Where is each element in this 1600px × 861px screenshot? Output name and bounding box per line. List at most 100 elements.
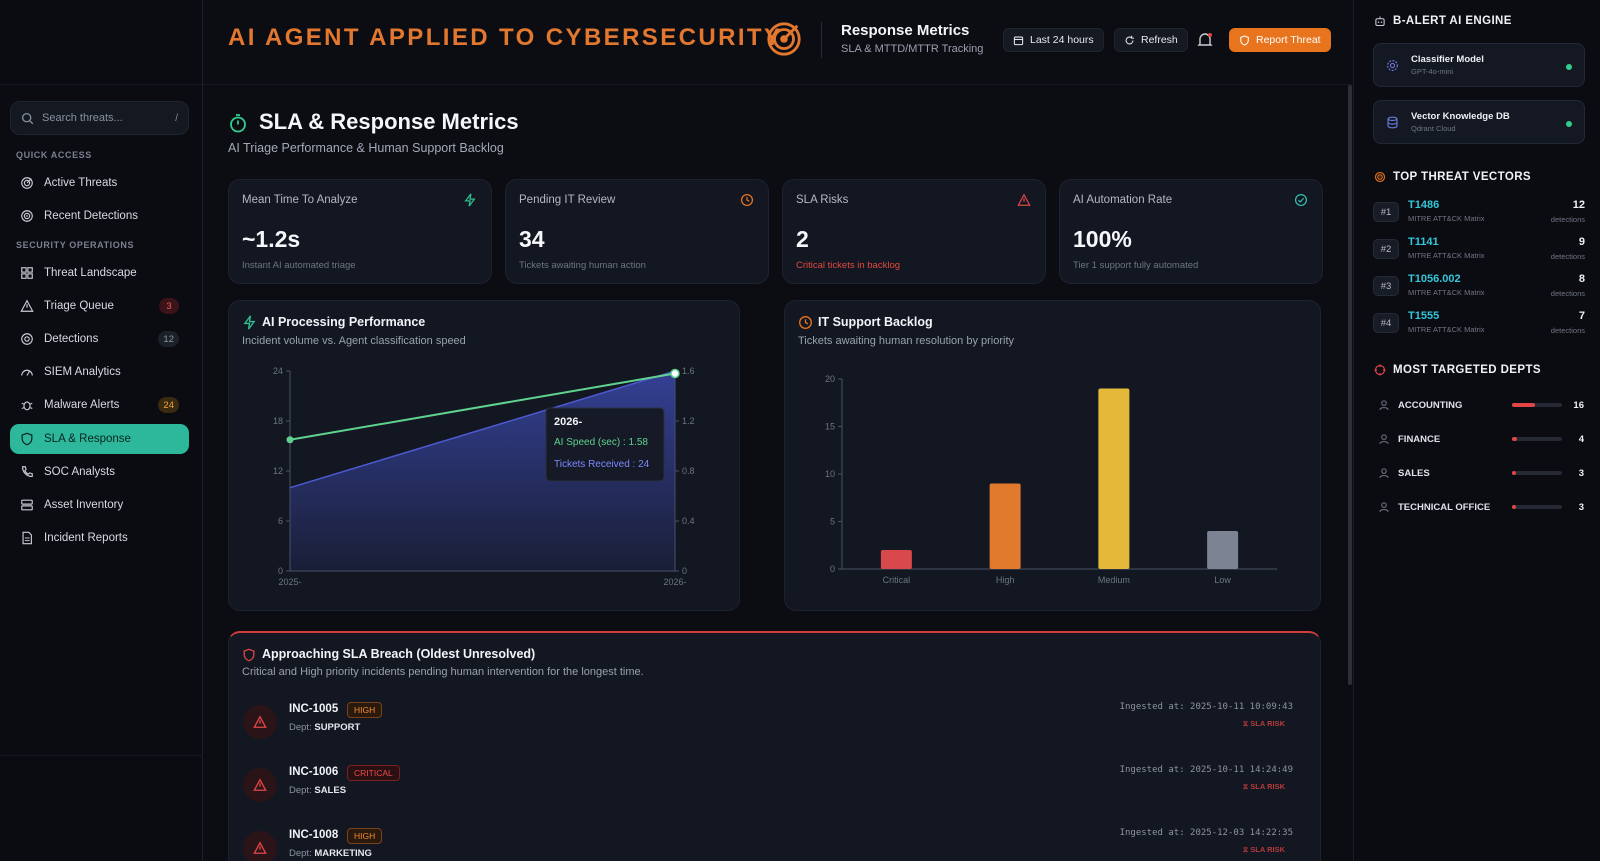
page-title: SLA & Response Metrics xyxy=(259,109,519,134)
incident-row[interactable]: INC-1005 HIGH Dept: SUPPORT Ingested at:… xyxy=(243,701,1293,751)
speed-point xyxy=(670,368,680,379)
document-icon xyxy=(22,531,32,545)
sidebar-item-label: SLA & Response xyxy=(44,433,131,445)
x-tick-label: High xyxy=(996,575,1015,585)
y-tick-label-left: 12 xyxy=(273,466,283,476)
engine-name: Classifier Model xyxy=(1411,54,1484,65)
kpi-subtext: Tier 1 support fully automated xyxy=(1073,260,1199,271)
target-icon xyxy=(1374,171,1386,183)
sidebar-item-threat-landscape[interactable]: Threat Landscape xyxy=(10,258,189,288)
gauge-icon xyxy=(21,369,33,376)
server-icon xyxy=(21,499,33,511)
sidebar: Search threats... / QUICK ACCESS Active … xyxy=(0,0,203,861)
dept-count: 3 xyxy=(1578,467,1584,479)
target-icon xyxy=(1374,364,1386,376)
threat-vector-row[interactable]: #2 T1141 MITRE ATT&CK Matrix 9 detection… xyxy=(1373,236,1585,268)
incident-row[interactable]: INC-1008 HIGH Dept: MARKETING Ingested a… xyxy=(243,827,1293,861)
warning-icon xyxy=(243,831,277,861)
sidebar-item-siem-analytics[interactable]: SIEM Analytics xyxy=(10,357,189,387)
backlog-panel-title: IT Support Backlog xyxy=(818,315,933,329)
vector-count: 8 xyxy=(1578,273,1585,285)
dept-row[interactable]: ACCOUNTING 16 xyxy=(1378,395,1584,415)
dept-row[interactable]: FINANCE 4 xyxy=(1378,429,1584,449)
clock-icon xyxy=(740,193,754,207)
ingested-value: 2025-10-11 10:09:43 xyxy=(1190,702,1293,712)
refresh-button[interactable]: Refresh xyxy=(1114,28,1188,52)
bell-icon[interactable] xyxy=(1196,31,1214,49)
engine-card-vector-db[interactable]: Vector Knowledge DB Qdrant Cloud xyxy=(1373,100,1585,144)
sidebar-item-label: Incident Reports xyxy=(44,532,128,544)
target-icon xyxy=(21,333,33,345)
report-threat-button[interactable]: Report Threat xyxy=(1229,28,1331,52)
kpi-label: Mean Time To Analyze xyxy=(242,194,358,206)
warning-icon xyxy=(1017,193,1031,206)
check-circle-icon xyxy=(1294,193,1308,207)
sidebar-item-label: SOC Analysts xyxy=(44,466,115,478)
threat-vector-row[interactable]: #3 T1056.002 MITRE ATT&CK Matrix 8 detec… xyxy=(1373,273,1585,305)
ingested-time: Ingested at: 2025-10-11 10:09:43 xyxy=(1120,702,1293,712)
ingested-value: 2025-10-11 14:24:49 xyxy=(1190,765,1293,775)
sidebar-item-active-threats[interactable]: Active Threats xyxy=(10,168,189,198)
tooltip-speed: AI Speed (sec) : 1.58 xyxy=(554,437,648,448)
sla-risk-label: ⧖ SLA RISK xyxy=(1242,719,1285,728)
dept-name: SALES xyxy=(1398,467,1430,479)
bolt-icon xyxy=(243,315,256,330)
engine-title: B-ALERT AI ENGINE xyxy=(1393,15,1512,27)
dept-row[interactable]: TECHNICAL OFFICE 3 xyxy=(1378,497,1584,517)
sla-risk-label: ⧖ SLA RISK xyxy=(1242,845,1285,854)
sidebar-item-sla-response[interactable]: SLA & Response xyxy=(10,424,189,454)
engine-sub: Qdrant Cloud xyxy=(1411,124,1456,133)
shield-icon xyxy=(1240,34,1249,46)
y-tick-label: 10 xyxy=(825,469,835,479)
dept-row[interactable]: SALES 3 xyxy=(1378,463,1584,483)
sidebar-item-detections[interactable]: Detections 12 xyxy=(10,324,189,354)
kpi-label: SLA Risks xyxy=(796,194,849,206)
y-tick-label-left: 24 xyxy=(273,366,283,376)
status-online-dot xyxy=(1566,121,1572,127)
main-scrollbar[interactable] xyxy=(1348,85,1352,685)
kpi-value: 100% xyxy=(1073,226,1132,252)
y-tick-label-left: 18 xyxy=(273,416,283,426)
search-input[interactable]: Search threats... xyxy=(42,112,123,124)
status-online-dot xyxy=(1566,64,1572,70)
sidebar-item-soc-analysts[interactable]: SOC Analysts xyxy=(10,457,189,487)
user-icon xyxy=(1379,502,1389,513)
warning-icon xyxy=(243,705,277,739)
sidebar-item-asset-inventory[interactable]: Asset Inventory xyxy=(10,490,189,520)
sidebar-item-incident-reports[interactable]: Incident Reports xyxy=(10,523,189,553)
backlog-panel-subtitle: Tickets awaiting human resolution by pri… xyxy=(798,335,1015,347)
incident-row[interactable]: INC-1006 CRITICAL Dept: SALES Ingested a… xyxy=(243,764,1293,814)
sidebar-item-label: Triage Queue xyxy=(44,300,114,312)
header-subtitle: SLA & MTTD/MTTR Tracking xyxy=(841,43,984,55)
sidebar-item-triage-queue[interactable]: Triage Queue 3 xyxy=(10,291,189,321)
bug-icon xyxy=(21,401,33,411)
malware-count-badge: 24 xyxy=(158,397,179,413)
threat-vector-row[interactable]: #4 T1555 MITRE ATT&CK Matrix 7 detection… xyxy=(1373,310,1585,342)
x-tick-label: Critical xyxy=(883,575,911,585)
search-box[interactable]: Search threats... / xyxy=(10,101,189,135)
engine-sub: GPT-4o-mini xyxy=(1411,67,1454,76)
ai-panel-subtitle: Incident volume vs. Agent classification… xyxy=(242,335,466,347)
incident-dept: Dept: SUPPORT xyxy=(289,722,360,733)
bar-low xyxy=(1207,531,1239,569)
sidebar-item-recent-detections[interactable]: Recent Detections xyxy=(10,201,189,231)
dept-name: TECHNICAL OFFICE xyxy=(1398,501,1491,513)
dept-level-bar xyxy=(1512,403,1562,407)
sla-risk-text: SLA RISK xyxy=(1250,782,1285,791)
dept-level-bar xyxy=(1512,437,1562,441)
engine-card-classifier[interactable]: Classifier Model GPT-4o-mini xyxy=(1373,43,1585,87)
sla-breach-panel: Approaching SLA Breach (Oldest Unresolve… xyxy=(228,631,1321,861)
kpi-label: Pending IT Review xyxy=(519,194,616,206)
target-logo-icon xyxy=(767,22,801,56)
y-tick-label-right: 0 xyxy=(682,566,687,576)
user-icon xyxy=(1379,434,1389,445)
vector-unit: detections xyxy=(1550,326,1585,335)
time-range-button[interactable]: Last 24 hours xyxy=(1003,28,1104,52)
dept-prefix: Dept: xyxy=(289,848,312,859)
threat-vector-row[interactable]: #1 T1486 MITRE ATT&CK Matrix 12 detectio… xyxy=(1373,199,1585,231)
sidebar-item-label: Malware Alerts xyxy=(44,399,120,411)
sidebar-item-malware-alerts[interactable]: Malware Alerts 24 xyxy=(10,390,189,420)
triage-count-badge: 3 xyxy=(159,298,179,314)
backlog-bar-chart: 0 5 10 15 20 Critical High Medium Low xyxy=(825,374,1277,585)
vector-id: T1486 xyxy=(1408,199,1440,211)
